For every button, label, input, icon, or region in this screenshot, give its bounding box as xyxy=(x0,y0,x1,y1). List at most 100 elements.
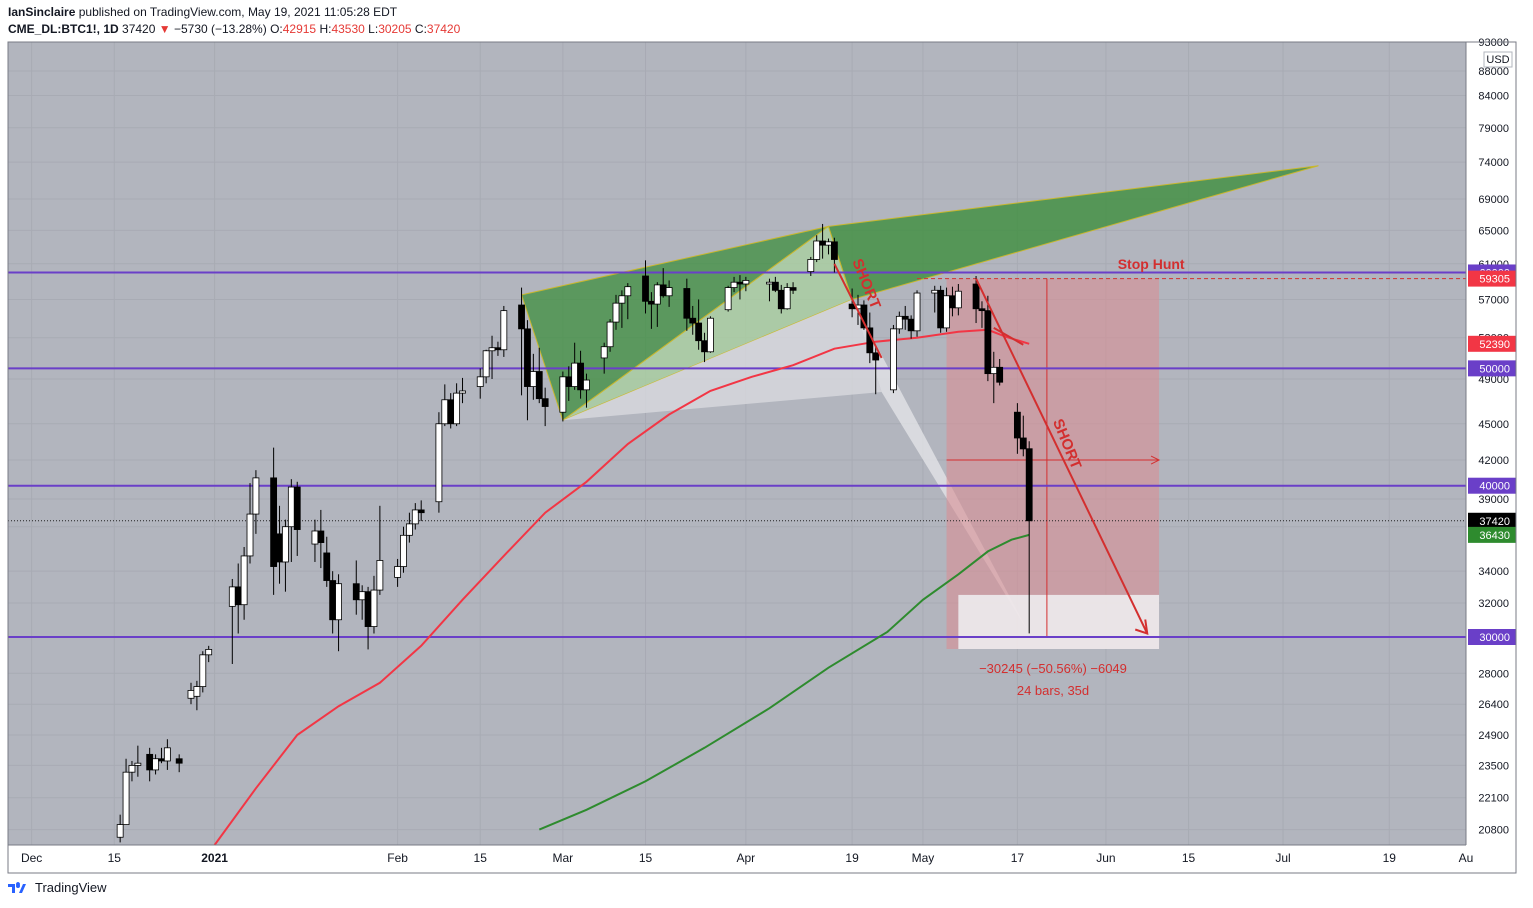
candle xyxy=(205,645,213,663)
candle-body xyxy=(724,287,732,311)
candle xyxy=(323,536,331,587)
y-tick-label: 42000 xyxy=(1478,455,1509,467)
short-arrow-1 xyxy=(833,263,883,359)
x-tick-label: Dec xyxy=(21,851,42,865)
candle-body xyxy=(624,286,632,297)
candle-body xyxy=(771,281,779,291)
candle xyxy=(411,503,419,530)
x-tick-label: Au xyxy=(1459,851,1474,865)
level-price-tag xyxy=(1468,360,1516,377)
candle xyxy=(405,512,413,543)
candle xyxy=(724,285,732,312)
candle xyxy=(134,745,142,777)
candle-body xyxy=(777,289,785,310)
x-tick-label: May xyxy=(912,851,935,865)
candle-body xyxy=(134,762,142,766)
candle xyxy=(612,294,620,330)
candle-body xyxy=(205,649,213,656)
candle-body xyxy=(559,376,567,413)
candle-body xyxy=(872,352,880,361)
candle-body xyxy=(193,686,201,697)
candle xyxy=(453,383,461,427)
candle-body xyxy=(600,346,608,359)
candle-body xyxy=(323,552,331,581)
candle-body xyxy=(364,591,372,627)
candle xyxy=(683,278,691,331)
candle xyxy=(541,387,549,427)
candle-body xyxy=(937,289,945,329)
candle xyxy=(730,276,738,293)
candle-body xyxy=(400,534,407,567)
candle xyxy=(695,299,703,350)
range-measure-text: −30245 (−50.56%) −6049 xyxy=(979,661,1127,676)
candle-body xyxy=(370,589,378,627)
candle-body xyxy=(116,824,124,838)
candle-body xyxy=(329,580,337,621)
tradingview-brand[interactable]: TradingView xyxy=(35,880,107,895)
candle-body xyxy=(122,771,130,825)
candle-body xyxy=(707,317,714,353)
level-price-text: 40000 xyxy=(1479,481,1510,493)
candle xyxy=(901,305,909,330)
short-arrow-2 xyxy=(975,278,1149,634)
price-tag xyxy=(1468,512,1516,529)
y-tick-label: 22100 xyxy=(1478,793,1509,805)
symbol-label: CME_DL:BTC1!, 1D xyxy=(8,22,119,36)
arrowhead-icon xyxy=(1134,619,1149,635)
candle xyxy=(317,509,325,569)
candle-body xyxy=(234,586,242,606)
candle-body xyxy=(1025,448,1033,522)
open-label: O: xyxy=(270,22,283,36)
candle xyxy=(482,349,490,384)
candle-body xyxy=(943,295,950,329)
open-value: 42915 xyxy=(282,22,317,36)
candle-body xyxy=(895,315,903,330)
candle xyxy=(642,260,649,314)
price-tag-text: 37420 xyxy=(1479,516,1510,528)
candle xyxy=(1025,441,1033,634)
y-tick-label: 65000 xyxy=(1478,225,1509,237)
pattern-triangle-4 xyxy=(562,299,882,421)
author-name[interactable]: IanSinclaire xyxy=(8,5,76,19)
range-bars-text: 24 bars, 35d xyxy=(1017,683,1089,698)
candle-body xyxy=(500,310,508,351)
candle-body xyxy=(683,288,691,319)
candle xyxy=(459,377,466,404)
close-label: C: xyxy=(414,22,427,36)
candle-body xyxy=(612,302,620,323)
y-tick-label: 45000 xyxy=(1478,419,1509,431)
candle xyxy=(813,235,821,263)
candle xyxy=(618,290,626,328)
candle xyxy=(583,373,590,408)
candle xyxy=(252,470,260,534)
candle xyxy=(193,680,201,711)
candle xyxy=(771,276,779,293)
candle-body xyxy=(807,259,815,273)
y-axis: 9300088000840007900074000690006500061000… xyxy=(1468,37,1516,837)
candle-body xyxy=(830,241,838,260)
candle-body xyxy=(524,328,531,387)
candle xyxy=(996,358,1004,386)
candle xyxy=(240,546,248,620)
x-tick-label: 2021 xyxy=(201,851,228,865)
x-tick-label: 19 xyxy=(1383,851,1397,865)
plot-background xyxy=(8,42,1466,845)
candle xyxy=(163,739,171,770)
currency-label: USD xyxy=(1486,54,1509,66)
candle-body xyxy=(240,555,248,606)
candle xyxy=(417,500,425,522)
price-tag-text: 52390 xyxy=(1479,339,1510,351)
candle xyxy=(400,526,407,573)
x-tick-label: 19 xyxy=(845,851,859,865)
candle xyxy=(246,483,254,564)
candle-body xyxy=(482,350,490,378)
candle-body xyxy=(618,295,626,304)
y-tick-label: 28000 xyxy=(1478,668,1509,680)
ma-fast-line xyxy=(213,328,1030,846)
candle-body xyxy=(411,509,419,525)
candle-body xyxy=(270,477,278,567)
level-price-text: 30000 xyxy=(1479,632,1510,644)
risk-zone xyxy=(946,278,1160,650)
candle xyxy=(1019,415,1027,457)
